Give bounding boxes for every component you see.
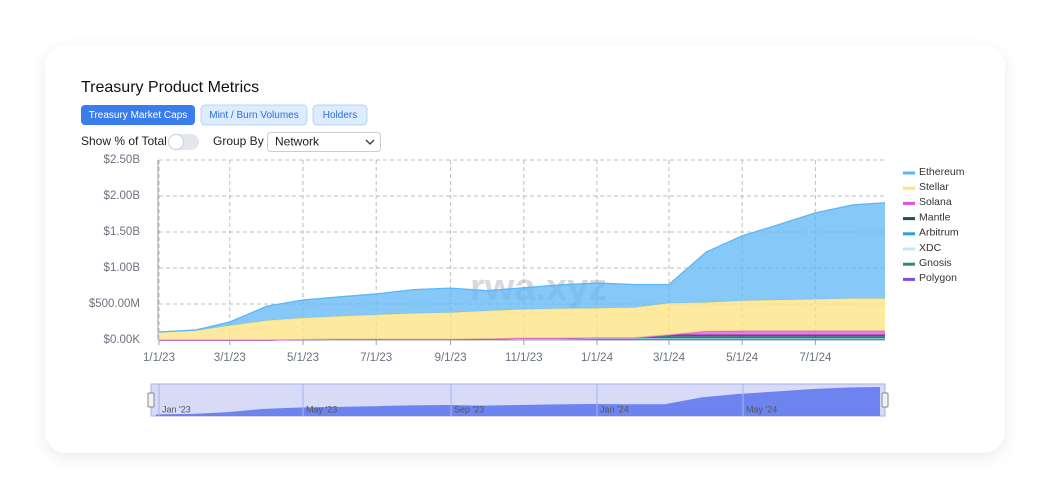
navigator-handle[interactable] xyxy=(147,392,155,408)
x-tick-label: 1/1/24 xyxy=(581,352,614,364)
y-tick-label: $2.00B xyxy=(104,190,141,202)
navigator-label: Jan '24 xyxy=(600,404,629,414)
legend-label: Arbitrum xyxy=(919,227,959,239)
tab[interactable] xyxy=(200,104,308,126)
select-value[interactable]: Network xyxy=(275,135,320,149)
area xyxy=(159,202,885,333)
area xyxy=(159,330,885,340)
tab[interactable] xyxy=(312,104,368,126)
y-tick-label: $2.50B xyxy=(104,154,141,166)
navigator-label: May '23 xyxy=(306,404,337,414)
navigator-label: Sep '23 xyxy=(454,404,484,414)
legend-label: Polygon xyxy=(919,272,957,284)
navigator-handle[interactable] xyxy=(881,392,889,408)
legend-label: Gnosis xyxy=(919,257,952,269)
toggle-label: Show % of Total xyxy=(81,134,167,148)
tab-label[interactable]: Mint / Burn Volumes xyxy=(209,110,298,121)
y-tick-label: $0.00K xyxy=(104,334,141,346)
area xyxy=(159,298,885,340)
toggle-knob xyxy=(168,134,184,150)
x-tick-label: 7/1/24 xyxy=(799,352,832,364)
tab-active[interactable] xyxy=(81,105,195,125)
y-tick-label: $1.00B xyxy=(104,262,141,274)
legend-label: Stellar xyxy=(919,181,949,193)
legend-label: Ethereum xyxy=(919,166,965,178)
x-tick-label: 11/1/23 xyxy=(505,352,543,364)
y-tick-label: $500.00M xyxy=(89,298,140,310)
x-tick-label: 5/1/24 xyxy=(726,352,759,364)
x-tick-label: 7/1/23 xyxy=(360,352,392,364)
chevron xyxy=(365,139,375,145)
tab-label[interactable]: Holders xyxy=(323,110,357,121)
x-tick-label: 9/1/23 xyxy=(435,352,467,364)
area xyxy=(159,334,885,340)
group-label: Group By xyxy=(213,134,264,148)
legend-label: Mantle xyxy=(919,211,951,223)
tab-label[interactable]: Treasury Market Caps xyxy=(89,110,188,121)
navigator-label: May '24 xyxy=(746,404,777,414)
x-tick-label: 3/1/24 xyxy=(653,352,686,364)
legend-label: Solana xyxy=(919,196,952,208)
navigator-label: Jan '23 xyxy=(162,404,191,414)
select[interactable] xyxy=(267,132,381,152)
area-edge xyxy=(158,202,886,333)
x-tick-label: 3/1/23 xyxy=(214,352,246,364)
legend-label: XDC xyxy=(919,242,942,254)
title: Treasury Product Metrics xyxy=(81,79,259,96)
x-tick-label: 1/1/23 xyxy=(143,352,175,364)
x-tick-label: 5/1/23 xyxy=(287,352,319,364)
y-tick-label: $1.50B xyxy=(104,226,141,238)
plot: $0.00K $500.00M $1.00B $1.50B $2.00B $2.50B 1/… xyxy=(89,154,965,417)
navigator-area xyxy=(156,387,880,416)
